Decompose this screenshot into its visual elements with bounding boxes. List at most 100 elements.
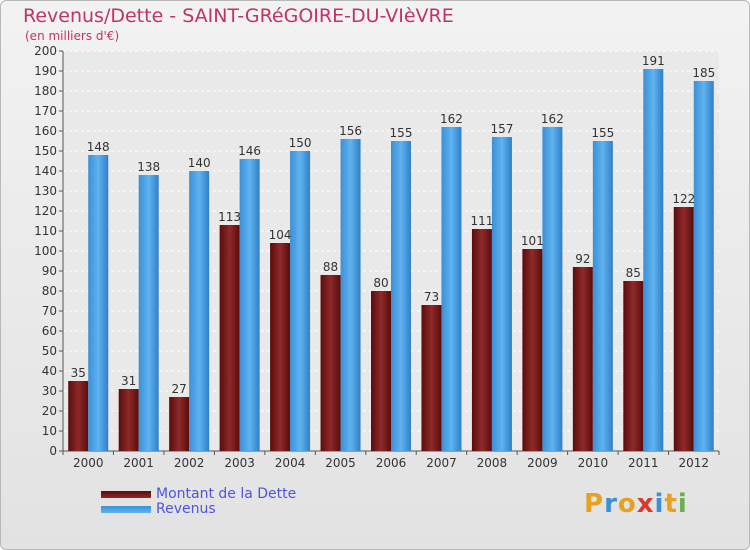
x-tick-label: 2009: [527, 456, 558, 470]
data-label-dette: 31: [121, 374, 136, 388]
y-tick-label: 70: [42, 304, 57, 318]
data-label-revenus: 138: [137, 160, 160, 174]
bar-dette: [118, 389, 139, 451]
chart-subtitle: (en milliers d'€): [25, 29, 120, 43]
bar-dette: [371, 291, 391, 451]
data-label-dette: 35: [71, 366, 86, 380]
bar-dette: [522, 249, 543, 451]
data-label-revenus: 157: [490, 122, 513, 136]
data-label-revenus: 162: [440, 112, 463, 126]
y-tick-label: 190: [34, 64, 57, 78]
y-tick-label: 50: [42, 344, 57, 358]
data-label-dette: 73: [424, 290, 439, 304]
x-tick-label: 2004: [275, 456, 306, 470]
logo-letter: o: [617, 489, 637, 519]
y-tick-label: 170: [34, 104, 57, 118]
data-label-dette: 85: [626, 266, 641, 280]
y-tick-label: 100: [34, 244, 57, 258]
x-tick-label: 2002: [174, 456, 205, 470]
data-label-revenus: 185: [692, 66, 715, 80]
bar-revenus: [290, 151, 311, 451]
data-label-revenus: 155: [591, 126, 614, 140]
x-tick-label: 2006: [376, 456, 407, 470]
legend-swatch-debt: [101, 491, 151, 498]
bar-dette: [421, 305, 442, 451]
bar-revenus: [643, 69, 664, 451]
x-tick-label: 2005: [325, 456, 356, 470]
y-tick-label: 80: [42, 284, 57, 298]
data-label-dette: 101: [521, 234, 544, 248]
bar-revenus: [491, 137, 512, 451]
bar-revenus: [340, 139, 361, 451]
logo-letter: t: [664, 489, 678, 519]
data-label-revenus: 155: [390, 126, 413, 140]
data-label-dette: 27: [172, 382, 187, 396]
y-tick-label: 180: [34, 84, 57, 98]
bar-revenus: [239, 159, 260, 451]
bar-revenus: [693, 81, 714, 451]
y-tick-label: 20: [42, 404, 57, 418]
data-label-revenus: 156: [339, 124, 362, 138]
data-label-revenus: 191: [642, 54, 665, 68]
y-tick-label: 0: [49, 444, 57, 458]
data-label-revenus: 140: [188, 156, 211, 170]
bar-revenus: [441, 127, 462, 451]
bar-dette: [68, 381, 89, 451]
legend-swatch-revenus: [101, 506, 151, 513]
y-tick-label: 130: [34, 184, 57, 198]
x-tick-label: 2010: [578, 456, 609, 470]
y-tick-label: 120: [34, 204, 57, 218]
y-tick-label: 110: [34, 224, 57, 238]
y-tick-label: 150: [34, 144, 57, 158]
logo-letter: r: [604, 489, 618, 519]
data-label-revenus: 146: [238, 144, 261, 158]
x-tick-label: 2001: [123, 456, 154, 470]
bar-revenus: [88, 155, 109, 451]
bar-revenus: [542, 127, 563, 451]
bar-dette: [169, 397, 190, 451]
bar-revenus: [189, 171, 210, 451]
bar-revenus: [592, 141, 613, 451]
bar-revenus: [391, 141, 411, 451]
data-label-dette: 92: [575, 252, 590, 266]
data-label-dette: 88: [323, 260, 338, 274]
bar-dette: [471, 229, 492, 451]
logo-letter: i: [654, 489, 665, 519]
proxiti-logo: Proxiti: [584, 489, 688, 519]
bar-dette: [623, 281, 644, 451]
y-tick-label: 10: [42, 424, 57, 438]
legend-label-debt: Montant de la Dette: [156, 486, 297, 502]
data-label-dette: 80: [373, 276, 388, 290]
legend-label-revenus: Revenus: [156, 501, 216, 517]
x-tick-label: 2007: [426, 456, 457, 470]
data-label-revenus: 148: [87, 140, 110, 154]
data-label-dette: 113: [218, 210, 241, 224]
chart-title: Revenus/Dette - SAINT-GRéGOIRE-DU-VIèVRE: [23, 5, 454, 27]
logo-letter: i: [677, 489, 688, 519]
data-label-dette: 111: [470, 214, 493, 228]
bar-dette: [320, 275, 341, 451]
y-tick-label: 140: [34, 164, 57, 178]
data-label-revenus: 162: [541, 112, 564, 126]
x-tick-label: 2011: [628, 456, 659, 470]
y-tick-label: 40: [42, 364, 57, 378]
y-tick-label: 90: [42, 264, 57, 278]
bar-dette: [673, 207, 694, 451]
bar-dette: [219, 225, 240, 451]
bar-dette: [572, 267, 593, 451]
data-label-dette: 122: [672, 192, 695, 206]
data-label-dette: 104: [269, 228, 292, 242]
x-tick-label: 2012: [678, 456, 709, 470]
y-tick-label: 30: [42, 384, 57, 398]
y-tick-label: 200: [34, 44, 57, 58]
y-tick-label: 160: [34, 124, 57, 138]
data-label-revenus: 150: [289, 136, 312, 150]
x-tick-label: 2008: [477, 456, 508, 470]
logo-letter: P: [584, 489, 605, 519]
bar-dette: [270, 243, 291, 451]
x-tick-label: 2000: [73, 456, 104, 470]
bar-revenus: [138, 175, 159, 451]
x-tick-label: 2003: [224, 456, 255, 470]
